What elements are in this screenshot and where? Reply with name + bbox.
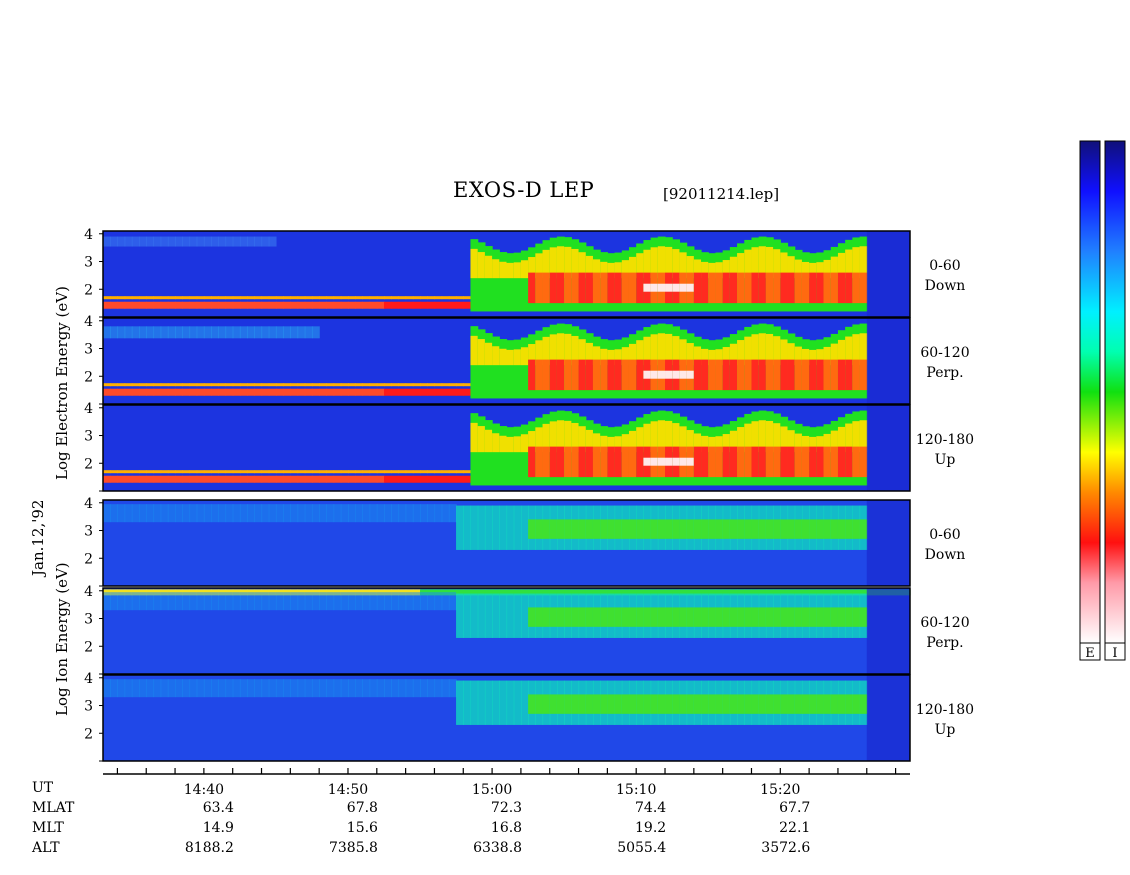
spectrogram-panel-2: 4 3 2 bbox=[84, 314, 911, 405]
ion-colorbar: I bbox=[1104, 140, 1126, 661]
ytick-label: 3 bbox=[84, 255, 93, 271]
ytick-label: 2 bbox=[84, 726, 93, 742]
ion-energy-ylabel: Log Ion Energy (eV) bbox=[53, 562, 71, 716]
spectrogram-panel-6: 4 3 2 bbox=[84, 671, 911, 762]
spectrogram-panel-3: 4 3 2 bbox=[84, 401, 911, 492]
ytick-label: 4 bbox=[84, 496, 93, 512]
footer-row-label: UT bbox=[32, 780, 54, 796]
xtick-label: 15:10 bbox=[616, 782, 656, 798]
ytick-label: 2 bbox=[84, 551, 93, 567]
footer-value: 22.1 bbox=[779, 820, 811, 836]
pitch-angle-label: 60-120 Perp. bbox=[920, 345, 970, 381]
footer-value: 72.3 bbox=[490, 800, 523, 816]
footer-value: 5055.4 bbox=[617, 840, 667, 856]
ytick-label: 3 bbox=[84, 429, 93, 445]
footer-row-label: ALT bbox=[32, 840, 60, 856]
date-label: Jan.12,'92 bbox=[29, 499, 47, 576]
pitch-angle-label: 0-60 Down bbox=[924, 527, 966, 563]
colorbar-label: E bbox=[1085, 646, 1095, 661]
ytick-label: 4 bbox=[84, 227, 93, 243]
panel-frame bbox=[102, 230, 911, 318]
pitch-angle-label: 120-180 Up bbox=[915, 432, 975, 468]
file-label: [92011214.lep] bbox=[663, 185, 780, 203]
footer-value: 3572.6 bbox=[761, 840, 811, 856]
ytick-label: 4 bbox=[84, 314, 93, 330]
panel-frame bbox=[102, 317, 911, 405]
xtick-label: 15:20 bbox=[760, 782, 800, 798]
electron-colorbar: E bbox=[1079, 140, 1101, 661]
electron-energy-ylabel: Log Electron Energy (eV) bbox=[53, 286, 71, 480]
footer-value: 67.7 bbox=[779, 800, 811, 816]
chart-title: EXOS-D LEP bbox=[453, 178, 595, 202]
footer-value: 6338.8 bbox=[473, 840, 523, 856]
footer-value: 14.9 bbox=[202, 820, 234, 836]
footer-row-label: MLT bbox=[32, 820, 64, 836]
footer-value: 67.8 bbox=[346, 800, 378, 816]
pitch-angle-label: 60-120 Perp. bbox=[920, 615, 970, 651]
pitch-angle-label: 120-180 Up bbox=[915, 702, 975, 738]
panel-frame bbox=[102, 404, 911, 492]
ytick-label: 3 bbox=[84, 612, 93, 628]
panel-frame bbox=[102, 499, 911, 587]
ytick-label: 3 bbox=[84, 524, 93, 540]
ytick-label: 4 bbox=[84, 671, 93, 687]
footer-value: 8188.2 bbox=[184, 840, 234, 856]
spectrogram-panel-4: 4 3 2 bbox=[84, 496, 911, 587]
footer-value: 19.2 bbox=[635, 820, 667, 836]
ytick-label: 2 bbox=[84, 639, 93, 655]
footer-value: 16.8 bbox=[490, 820, 523, 836]
footer-value: 7385.8 bbox=[328, 840, 378, 856]
xtick-label: 14:50 bbox=[328, 782, 368, 798]
spectrogram-panel-1: 4 3 2 bbox=[84, 227, 911, 318]
xtick-label: 14:40 bbox=[184, 782, 224, 798]
colorbar-label: I bbox=[1112, 646, 1117, 661]
footer-value: 15.6 bbox=[346, 820, 378, 836]
pitch-angle-label: 0-60 Down bbox=[924, 258, 966, 294]
panel-frame bbox=[102, 587, 911, 675]
ytick-label: 3 bbox=[84, 699, 93, 715]
ytick-label: 2 bbox=[84, 456, 93, 472]
footer-row-label: MLAT bbox=[32, 800, 75, 816]
ytick-label: 2 bbox=[84, 282, 93, 298]
ytick-label: 4 bbox=[84, 584, 93, 600]
ytick-label: 4 bbox=[84, 401, 93, 417]
footer-value: 63.4 bbox=[202, 800, 234, 816]
ytick-label: 2 bbox=[84, 369, 93, 385]
ytick-label: 3 bbox=[84, 342, 93, 358]
panel-frame bbox=[102, 674, 911, 762]
xtick-label: 15:00 bbox=[472, 782, 512, 798]
footer-value: 74.4 bbox=[635, 800, 667, 816]
spectrogram-panel-5: 4 3 2 bbox=[84, 584, 911, 675]
